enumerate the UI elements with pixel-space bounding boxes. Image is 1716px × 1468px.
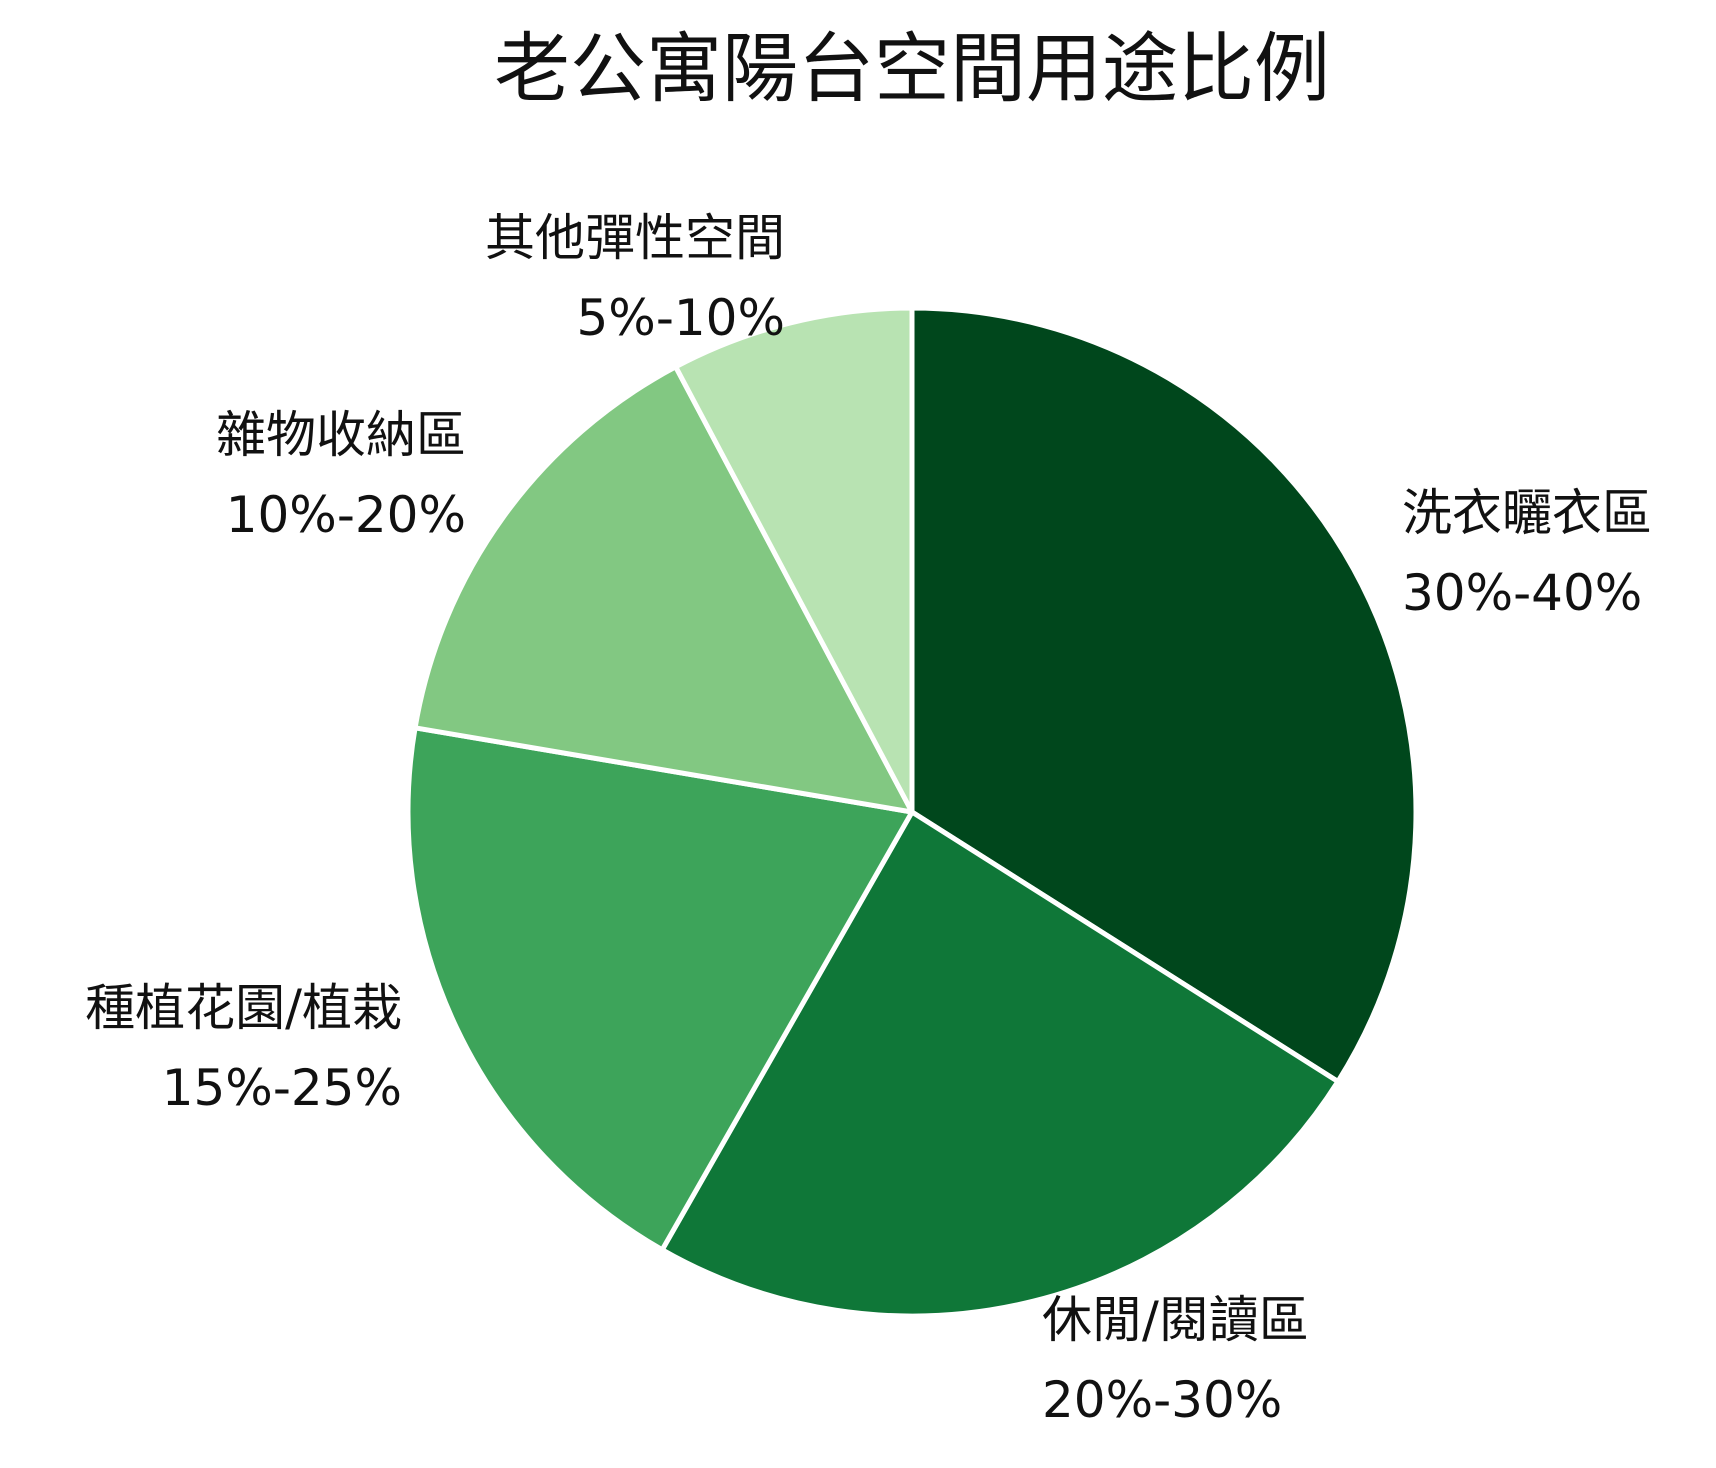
slice-range-label: 20%-30% [1042, 1371, 1282, 1429]
slice-range-label: 10%-20% [226, 486, 466, 544]
slice-label: 洗衣曬衣區 [1402, 484, 1652, 542]
pie-slice [412, 364, 915, 815]
pie-slice [659, 809, 1341, 1319]
pie-slice [405, 725, 915, 1253]
slice-range-label: 15%-25% [162, 1059, 402, 1117]
slice-label: 雜物收納區 [216, 406, 466, 464]
slice-label: 其他彈性空間 [485, 209, 785, 267]
slice-labels: 洗衣曬衣區 30%-40% 休閒/閱讀區 20%-30% 種植花園/植栽 15%-25% 雜… [85, 209, 1652, 1429]
chart-title: 老公寓陽台空間用途比例 [494, 24, 1330, 113]
slice-range-label: 30%-40% [1402, 564, 1642, 622]
slice-range-label: 5%-10% [577, 289, 786, 347]
pie-slice [909, 305, 1419, 1085]
pie-slice [673, 305, 915, 815]
pie-slices [405, 305, 1419, 1319]
slice-label: 種植花園/植栽 [85, 979, 402, 1037]
slice-label: 休閒/閱讀區 [1042, 1291, 1309, 1349]
